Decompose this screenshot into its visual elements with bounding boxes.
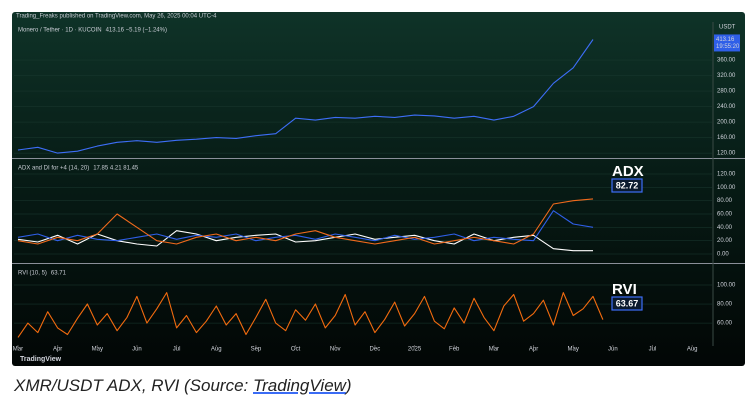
annotation: ADX <box>612 163 644 180</box>
x-tick-label: Aug <box>211 347 222 353</box>
y-tick-label: 80.00 <box>717 302 733 308</box>
y-tick-label: 160.00 <box>717 135 736 141</box>
line-series <box>17 210 594 242</box>
line-series <box>17 292 604 338</box>
y-tick-label: 20.00 <box>717 238 733 244</box>
x-tick-label: Mar <box>489 347 499 353</box>
header: Trading_Freaks published on TradingView.… <box>16 14 217 20</box>
x-tick-label: Jul <box>173 347 181 353</box>
annotation-box <box>611 178 643 193</box>
x-tick-label: Apr <box>529 347 538 353</box>
pane-legend: 17.85 4.21 81.45 <box>93 166 139 172</box>
brand: TradingView <box>20 356 62 363</box>
unit-label: USDT <box>719 25 736 31</box>
y-tick-label: 100.00 <box>717 283 736 289</box>
chart-background <box>12 12 745 366</box>
last-price-label: 413.16 <box>716 37 735 43</box>
y-tick-label: 280.00 <box>717 89 736 95</box>
x-tick-label: Feb <box>449 347 460 353</box>
x-tick-label: Jun <box>608 347 618 353</box>
line-series <box>17 230 593 252</box>
x-tick-label: Aug <box>687 347 698 353</box>
x-tick-label: Sep <box>251 347 262 353</box>
pane-title: Monero / Tether · 1D · KUCOIN <box>18 28 102 34</box>
chart: Trading_Freaks published on TradingView.… <box>12 12 745 366</box>
y-tick-label: 200.00 <box>717 120 736 126</box>
x-tick-label: May <box>568 347 579 353</box>
y-tick-label: 120.00 <box>717 172 736 178</box>
y-tick-label: 120.00 <box>717 151 736 157</box>
line-series <box>17 198 594 245</box>
y-tick-label: 0.00 <box>717 252 729 258</box>
caption-text: XMR/USDT ADX, RVI (Source: <box>14 376 253 395</box>
x-tick-label: Mar <box>13 347 23 353</box>
annotation-box <box>611 296 643 311</box>
y-tick-label: 40.00 <box>717 225 733 231</box>
x-tick-label: 2025 <box>408 347 422 353</box>
pane-title: ADX and DI for +4 (14, 20) <box>18 166 89 172</box>
y-tick-label: 60.00 <box>717 321 733 327</box>
countdown-label: 19:55:20 <box>716 44 740 50</box>
x-tick-label: Dec <box>370 347 381 353</box>
y-tick-label: 100.00 <box>717 185 736 191</box>
x-tick-label: Oct <box>291 347 301 353</box>
pane-title: RVI (10, 5) <box>18 271 47 277</box>
x-tick-label: Jun <box>132 347 142 353</box>
annotation-value: 63.67 <box>616 298 639 308</box>
y-tick-label: 60.00 <box>717 212 733 218</box>
pane-legend: 413.16 −5.19 (−1.24%) <box>106 28 167 34</box>
annotation-value: 82.72 <box>616 180 639 190</box>
line-series <box>17 39 594 154</box>
last-price-box <box>714 34 740 52</box>
caption: XMR/USDT ADX, RVI (Source: TradingView) <box>14 376 352 396</box>
y-tick-label: 80.00 <box>717 198 733 204</box>
x-tick-label: May <box>92 347 103 353</box>
pane-legend: 63.71 <box>51 271 67 277</box>
x-tick-label: Nov <box>330 347 341 353</box>
y-tick-label: 320.00 <box>717 73 736 79</box>
caption-text: ) <box>345 376 352 395</box>
y-tick-label: 240.00 <box>717 104 736 110</box>
x-tick-label: Jul <box>649 347 657 353</box>
caption-link[interactable]: TradingView <box>253 376 346 395</box>
annotation: RVI <box>612 281 637 298</box>
y-tick-label: 360.00 <box>717 58 736 64</box>
x-tick-label: Apr <box>53 347 62 353</box>
